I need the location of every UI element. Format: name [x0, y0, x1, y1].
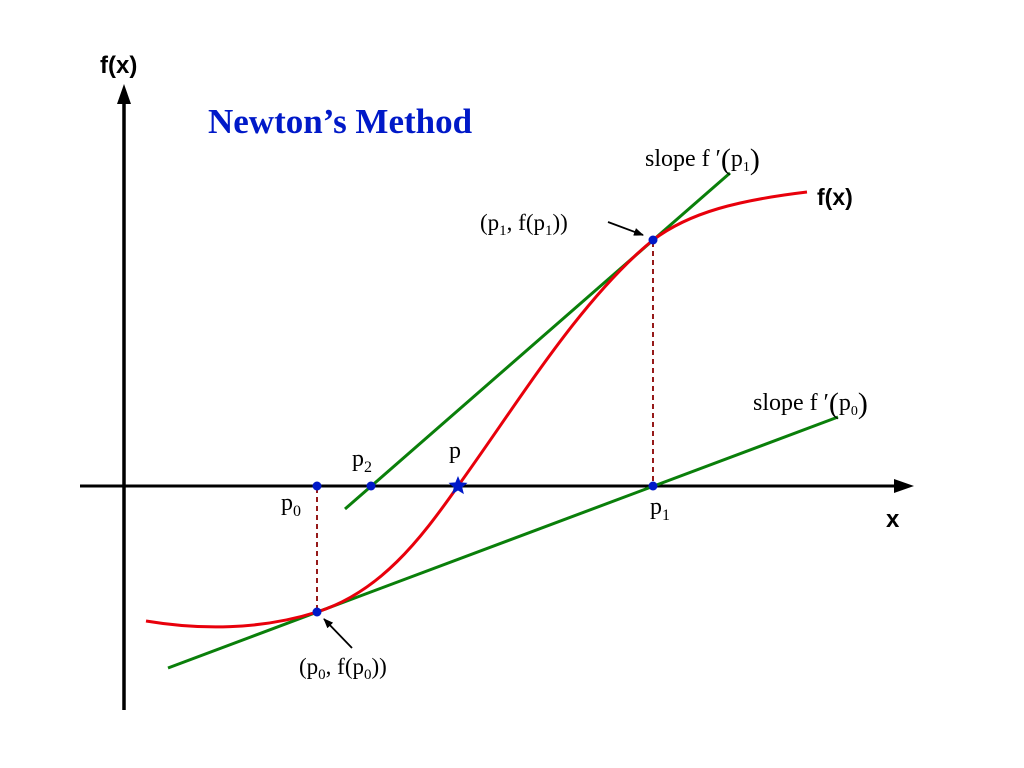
label-point-p1: (p1, f(p1)) [480, 210, 568, 239]
diagram-title: Newton’s Method [208, 102, 473, 141]
slope-label-p0: slope f ′(p0) [753, 387, 868, 420]
label-point-p0: (p0, f(p0)) [299, 654, 387, 683]
arrow-point-p1 [607, 221, 644, 236]
slope-label-p1: slope f ′(p1) [645, 143, 760, 176]
x-axis-arrow-icon [894, 479, 914, 493]
arrow-point-p0 [323, 618, 353, 649]
root-star-icon [448, 476, 468, 495]
x-axis-label: x [886, 506, 900, 533]
tangent-line-p1 [344, 171, 731, 511]
point-f-p0 [312, 607, 322, 617]
tangent-line-p0 [167, 415, 839, 670]
label-p: p [449, 438, 461, 464]
y-axis-label: f(x) [100, 52, 137, 79]
label-p1: p1 [650, 494, 670, 524]
label-p2: p2 [352, 446, 372, 476]
label-p0: p0 [281, 490, 301, 520]
point-p2 [366, 481, 376, 491]
point-p1 [648, 481, 658, 491]
point-f-p1 [648, 235, 658, 245]
curve-label: f(x) [817, 184, 853, 210]
y-axis-arrow-icon [117, 84, 131, 104]
point-p0 [312, 481, 322, 491]
function-curve [145, 190, 808, 629]
